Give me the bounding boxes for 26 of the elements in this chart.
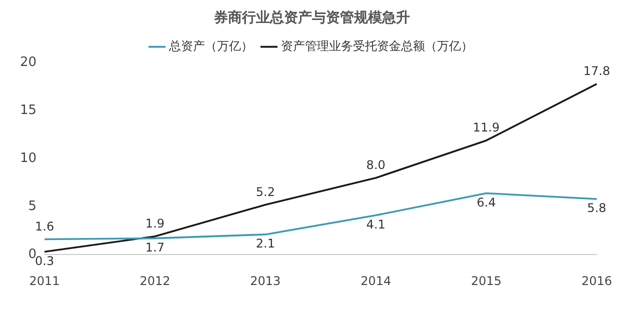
y-tick-label: 20 [20,55,37,70]
data-label: 1.6 [34,219,54,234]
chart-title: 券商行业总资产与资管规模急升 [213,9,410,26]
data-label: 8.0 [366,158,386,172]
data-label: 0.3 [34,254,54,268]
x-tick-label: 2015 [471,274,502,288]
x-tick-label: 2014 [360,274,392,288]
x-tick-label: 2013 [250,274,281,288]
legend-label: 资产管理业务受托资金总额（万亿） [281,38,473,53]
data-label: 1.9 [145,216,165,231]
data-label: 2.1 [256,236,275,251]
x-tick-label: 2012 [140,274,170,288]
data-label: 6.4 [476,195,496,210]
data-label: 1.7 [145,240,165,254]
data-label: 17.8 [583,64,610,78]
x-tick-label: 2011 [29,274,60,288]
x-tick-label: 2016 [581,274,612,288]
data-label: 5.2 [256,184,275,199]
legend-label: 总资产（万亿） [168,38,253,53]
data-label: 5.8 [587,201,606,216]
data-label: 11.9 [472,120,500,135]
y-tick-label: 15 [20,103,37,118]
y-tick-label: 10 [20,151,37,166]
y-tick-label: 0 [28,246,37,262]
data-label: 4.1 [366,217,386,232]
y-tick-label: 5 [28,199,37,214]
